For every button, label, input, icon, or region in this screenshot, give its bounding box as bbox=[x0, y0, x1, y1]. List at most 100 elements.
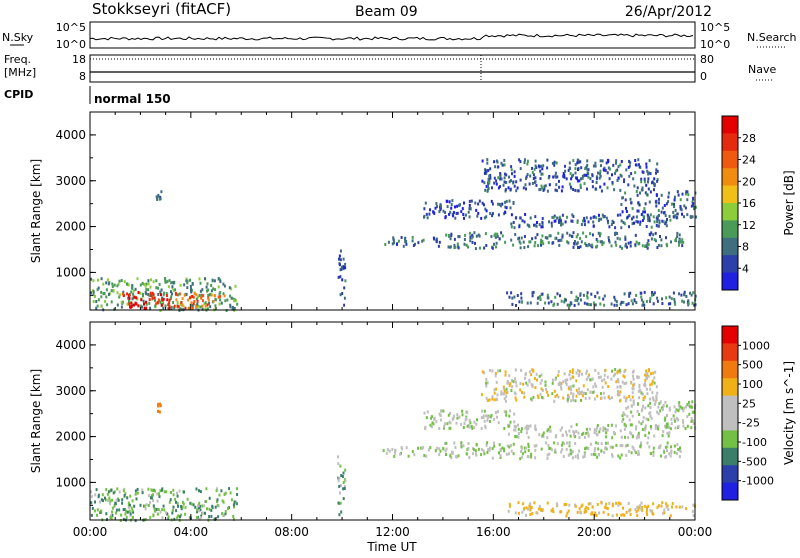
data-cell bbox=[182, 304, 185, 308]
data-cell bbox=[600, 449, 603, 453]
data-cell bbox=[393, 454, 396, 458]
data-cell bbox=[339, 258, 342, 262]
data-cell bbox=[512, 180, 515, 184]
data-cell bbox=[343, 303, 346, 307]
data-cell bbox=[551, 161, 554, 165]
data-cell bbox=[192, 503, 195, 507]
data-cell bbox=[513, 184, 516, 188]
data-cell bbox=[210, 289, 213, 293]
data-cell bbox=[506, 390, 509, 394]
data-cell bbox=[511, 385, 514, 389]
data-cell bbox=[636, 186, 639, 190]
data-cell bbox=[460, 441, 463, 445]
data-cell bbox=[547, 301, 550, 305]
data-cell bbox=[646, 213, 649, 217]
data-cell bbox=[521, 427, 523, 431]
data-cell bbox=[195, 297, 198, 301]
data-cell bbox=[668, 406, 671, 410]
data-cell bbox=[424, 427, 427, 430]
data-cell bbox=[561, 233, 564, 237]
data-cell bbox=[196, 510, 199, 514]
data-cell bbox=[493, 441, 495, 445]
data-cell bbox=[688, 412, 691, 416]
data-cell bbox=[584, 242, 587, 246]
data-cell bbox=[207, 294, 210, 298]
data-cell bbox=[686, 424, 689, 428]
data-cell bbox=[484, 232, 487, 236]
data-cell bbox=[659, 235, 661, 238]
data-cell bbox=[488, 448, 491, 452]
data-cell bbox=[144, 291, 147, 295]
data-cell bbox=[604, 368, 607, 372]
data-cell bbox=[483, 452, 486, 456]
data-cell bbox=[685, 507, 688, 511]
data-cell bbox=[115, 498, 118, 502]
data-cell bbox=[644, 202, 647, 206]
data-cell bbox=[393, 241, 395, 245]
data-cell bbox=[653, 434, 656, 438]
data-cell bbox=[676, 190, 679, 194]
data-cell bbox=[670, 449, 673, 453]
data-cell bbox=[217, 515, 220, 519]
data-cell bbox=[444, 215, 447, 219]
data-cell bbox=[546, 436, 549, 440]
data-cell bbox=[160, 190, 163, 194]
data-cell bbox=[504, 205, 507, 209]
data-cell bbox=[623, 382, 626, 386]
data-cell bbox=[451, 417, 454, 421]
data-cell bbox=[116, 487, 119, 491]
data-cell bbox=[491, 186, 493, 190]
data-cell bbox=[558, 243, 561, 247]
data-cell bbox=[495, 397, 498, 401]
data-cell bbox=[505, 410, 508, 414]
data-cell bbox=[576, 158, 579, 162]
data-cell bbox=[486, 418, 489, 422]
data-cell bbox=[201, 307, 204, 311]
data-cell bbox=[221, 512, 224, 516]
data-cell bbox=[664, 222, 667, 226]
data-cell bbox=[445, 199, 448, 203]
data-cell bbox=[621, 246, 623, 250]
data-cell bbox=[641, 407, 644, 411]
data-cell bbox=[551, 392, 554, 396]
data-cell bbox=[538, 433, 541, 437]
x-tick-label: 20:00 bbox=[577, 525, 612, 539]
data-cell bbox=[453, 237, 456, 241]
data-cell bbox=[625, 206, 627, 210]
data-cell bbox=[687, 193, 690, 197]
data-cell bbox=[606, 506, 609, 510]
data-cell bbox=[485, 381, 488, 385]
data-cell bbox=[596, 244, 599, 248]
data-cell bbox=[637, 209, 640, 213]
data-cell bbox=[343, 286, 346, 290]
data-cell bbox=[460, 422, 463, 426]
data-cell bbox=[467, 245, 469, 249]
data-cell bbox=[423, 214, 426, 218]
data-cell bbox=[586, 302, 589, 306]
data-cell bbox=[660, 406, 663, 410]
data-cell bbox=[675, 505, 678, 509]
data-cell bbox=[577, 431, 580, 435]
data-cell bbox=[647, 436, 650, 440]
data-cell bbox=[382, 449, 385, 453]
data-cell bbox=[585, 446, 588, 450]
data-cell bbox=[690, 293, 693, 297]
data-cell bbox=[158, 410, 161, 414]
data-region bbox=[481, 158, 659, 193]
data-cell bbox=[445, 233, 448, 237]
data-cell bbox=[503, 163, 506, 167]
data-cell bbox=[579, 245, 582, 249]
data-cell bbox=[486, 441, 489, 445]
data-cell bbox=[568, 233, 571, 237]
data-cell bbox=[681, 406, 683, 410]
data-cell bbox=[536, 296, 539, 300]
data-cell bbox=[577, 160, 580, 164]
data-cell bbox=[504, 370, 507, 374]
data-cell bbox=[465, 417, 468, 421]
data-cell bbox=[471, 426, 474, 430]
data-cell bbox=[620, 300, 623, 304]
data-cell bbox=[616, 178, 619, 182]
data-cell bbox=[651, 181, 653, 185]
data-cell bbox=[508, 445, 511, 449]
data-cell bbox=[695, 215, 697, 219]
